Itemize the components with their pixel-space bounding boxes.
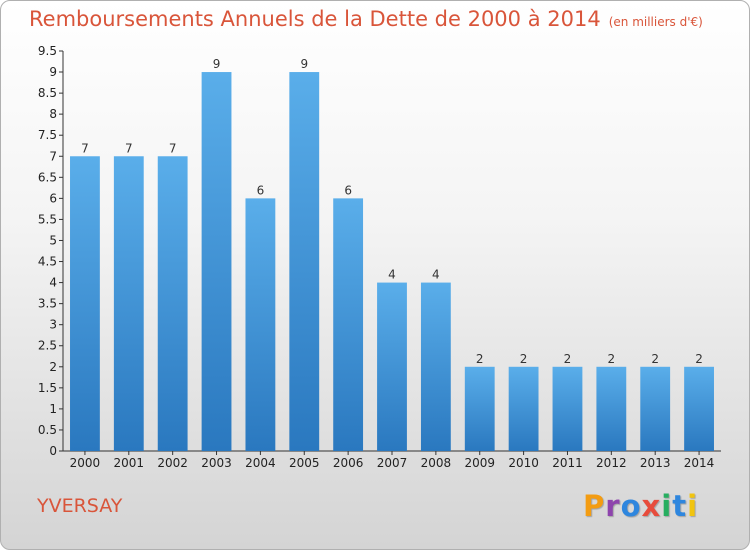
bar — [201, 72, 232, 451]
bar-value-label: 7 — [125, 141, 133, 155]
x-tick-label: 2014 — [684, 456, 715, 470]
x-tick-label: 2012 — [596, 456, 627, 470]
bar — [245, 198, 276, 451]
y-tick-label: 3 — [49, 318, 57, 332]
bar — [157, 156, 188, 451]
y-tick-label: 7.5 — [38, 128, 57, 142]
bar-value-label: 4 — [432, 268, 440, 282]
bars — [70, 72, 714, 451]
logo-letter: x — [641, 489, 662, 523]
labels: 0 0.5 1 1.5 2 2.5 3 3.5 4 4.5 5 5.5 6 6.5 7 7.5 8 8.5 9 9.5… — [38, 44, 714, 470]
logo-letter: t — [672, 489, 688, 523]
logo-letter: r — [605, 489, 621, 523]
y-tick-label: 5.5 — [38, 212, 57, 226]
bar-value-label: 2 — [520, 352, 528, 366]
x-tick-label: 2007 — [377, 456, 408, 470]
y-tick-label: 5 — [49, 233, 57, 247]
y-tick-label: 2.5 — [38, 339, 57, 353]
y-tick-label: 4 — [49, 276, 57, 290]
y-tick-label: 1 — [49, 402, 57, 416]
bar — [552, 366, 583, 451]
x-tick-label: 2009 — [464, 456, 495, 470]
x-tick-label: 2000 — [70, 456, 101, 470]
bar-value-label: 2 — [476, 352, 484, 366]
bar — [377, 282, 407, 451]
x-tick-label: 2005 — [289, 456, 320, 470]
bar — [70, 156, 100, 451]
bar — [289, 72, 320, 451]
y-tick-label: 6 — [49, 191, 57, 205]
bar — [464, 366, 495, 451]
bar-value-label: 6 — [344, 183, 352, 197]
y-tick-label: 7 — [49, 149, 57, 163]
x-tick-label: 2002 — [157, 456, 188, 470]
y-tick-label: 1.5 — [38, 381, 57, 395]
bar-value-label: 2 — [608, 352, 616, 366]
y-tick-label: 0.5 — [38, 423, 57, 437]
chart-title: Remboursements Annuels de la Dette de 20… — [29, 7, 703, 31]
x-tick-label: 2006 — [333, 456, 364, 470]
bar — [640, 366, 671, 451]
chart-title-main: Remboursements Annuels de la Dette de 20… — [29, 7, 601, 31]
bar-value-label: 7 — [169, 141, 177, 155]
x-tick-label: 2004 — [245, 456, 276, 470]
proxiti-logo[interactable]: Proxiti — [583, 489, 698, 523]
y-tick-label: 8 — [49, 107, 57, 121]
y-tick-label: 6.5 — [38, 170, 57, 184]
chart-title-unit: (en milliers d'€) — [608, 15, 703, 29]
x-tick-label: 2003 — [201, 456, 232, 470]
x-tick-label: 2001 — [114, 456, 145, 470]
x-tick-label: 2008 — [421, 456, 452, 470]
commune-name: YVERSAY — [37, 495, 123, 517]
y-tick-label: 8.5 — [38, 86, 57, 100]
y-tick-label: 3.5 — [38, 297, 57, 311]
bar — [684, 366, 714, 451]
bar — [596, 366, 627, 451]
bar-value-label: 2 — [651, 352, 659, 366]
logo-letter: P — [583, 489, 606, 523]
logo-letter: o — [620, 489, 642, 523]
y-tick-label: 9 — [49, 65, 57, 79]
x-tick-label: 2013 — [640, 456, 671, 470]
logo-letter: i — [661, 489, 673, 523]
y-tick-label: 4.5 — [38, 255, 57, 269]
logo-letter: i — [687, 489, 699, 523]
bar — [113, 156, 144, 451]
bar — [508, 366, 539, 451]
y-tick-label: 9.5 — [38, 44, 57, 58]
bar-value-label: 4 — [388, 268, 396, 282]
bar-value-label: 7 — [81, 141, 89, 155]
bar-value-label: 2 — [564, 352, 572, 366]
bar — [420, 282, 451, 451]
x-tick-label: 2010 — [508, 456, 539, 470]
bar-value-label: 2 — [695, 352, 703, 366]
x-tick-label: 2011 — [552, 456, 583, 470]
y-tick-label: 0 — [49, 444, 57, 458]
bar-value-label: 9 — [300, 57, 308, 71]
bar — [333, 198, 364, 451]
y-tick-label: 2 — [49, 360, 57, 374]
bar-value-label: 6 — [257, 183, 265, 197]
bar-value-label: 9 — [213, 57, 221, 71]
